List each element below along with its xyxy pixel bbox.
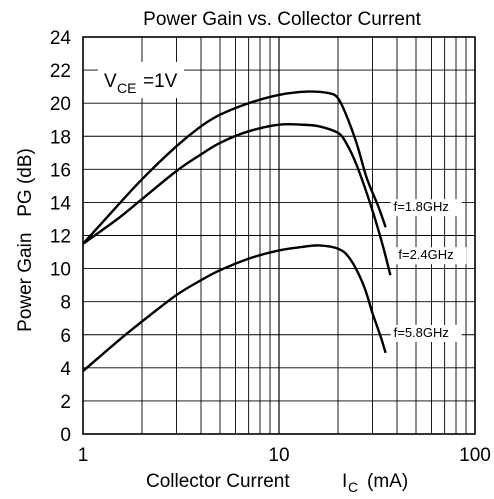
y-tick-label: 2 (60, 392, 71, 413)
series-label-background (390, 324, 462, 342)
y-tick-label: 24 (50, 28, 72, 49)
y-tick-label: 0 (60, 425, 71, 446)
x-axis-label: Collector Current (146, 471, 290, 492)
x-axis-unit: (mA) (367, 471, 408, 492)
y-tick-label: 4 (60, 359, 71, 380)
y-axis-label: Power Gain PG (dB) (15, 148, 36, 332)
series-group (82, 90, 392, 373)
y-tick-label: 20 (50, 94, 71, 115)
x-tick-label: 1 (78, 445, 89, 466)
series-line-f=1.8GHz (82, 90, 387, 245)
series-label: f=2.4GHz (398, 247, 453, 262)
x-axis-symbol: I (342, 471, 347, 492)
series-labels: f=1.8GHz f=2.4GHz f=5.8GHz (390, 199, 467, 342)
y-tick-label: 16 (50, 160, 71, 181)
condition-background (98, 62, 184, 98)
x-tick-label: 100 (459, 445, 491, 466)
y-tick-label: 8 (60, 293, 71, 314)
chart-title: Power Gain vs. Collector Current (143, 9, 421, 30)
condition-subscript: CE (117, 80, 136, 96)
x-tick-label: 10 (268, 445, 289, 466)
y-tick-label: 10 (50, 260, 71, 281)
y-tick-label: 22 (50, 61, 71, 82)
series-line-f=2.4GHz (82, 122, 392, 276)
condition-value: =1V (143, 71, 178, 92)
y-tick-label: 14 (50, 193, 72, 214)
series-line-f=5.8GHz (82, 244, 387, 373)
x-axis-symbol-subscript: C (348, 479, 358, 495)
x-axis-label-group: Collector Current I C (mA) (146, 471, 408, 495)
condition-symbol: V (104, 71, 117, 92)
y-tick-label: 6 (60, 326, 71, 347)
series-label: f=1.8GHz (394, 199, 449, 214)
y-tick-label: 18 (50, 127, 71, 148)
condition-annotation: V CE =1V (98, 62, 184, 98)
series-label-background (395, 247, 467, 265)
grid (83, 37, 475, 434)
y-tick-label: 12 (50, 227, 71, 248)
series-label: f=5.8GHz (394, 325, 449, 340)
series-label-background (390, 199, 462, 217)
plot-frame (82, 36, 476, 435)
